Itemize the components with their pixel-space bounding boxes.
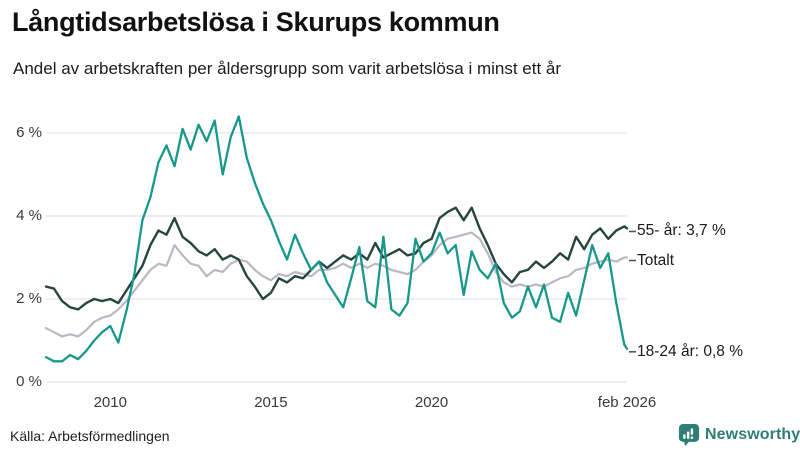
source-note: Källa: Arbetsförmedlingen (10, 428, 170, 444)
series-label-18-24-ar: 18-24 år: 0,8 % (637, 342, 743, 360)
newsworthy-brand: Newsworthy (678, 423, 800, 447)
series-line-totalt (44, 231, 629, 338)
series-line-18-24-ar (44, 115, 629, 363)
newsworthy-logo-icon (678, 424, 700, 447)
chart-subtitle: Andel av arbetskraften per åldersgrupp s… (13, 59, 562, 78)
series-label-55-ar: 55- år: 3,7 % (637, 222, 726, 240)
chart-title: Långtidsarbetslösa i Skurups kommun (12, 7, 500, 37)
newsworthy-wordmark: Newsworthy (705, 426, 800, 443)
series-label-totalt: Totalt (637, 251, 675, 269)
series-line-55-ar (44, 206, 629, 311)
